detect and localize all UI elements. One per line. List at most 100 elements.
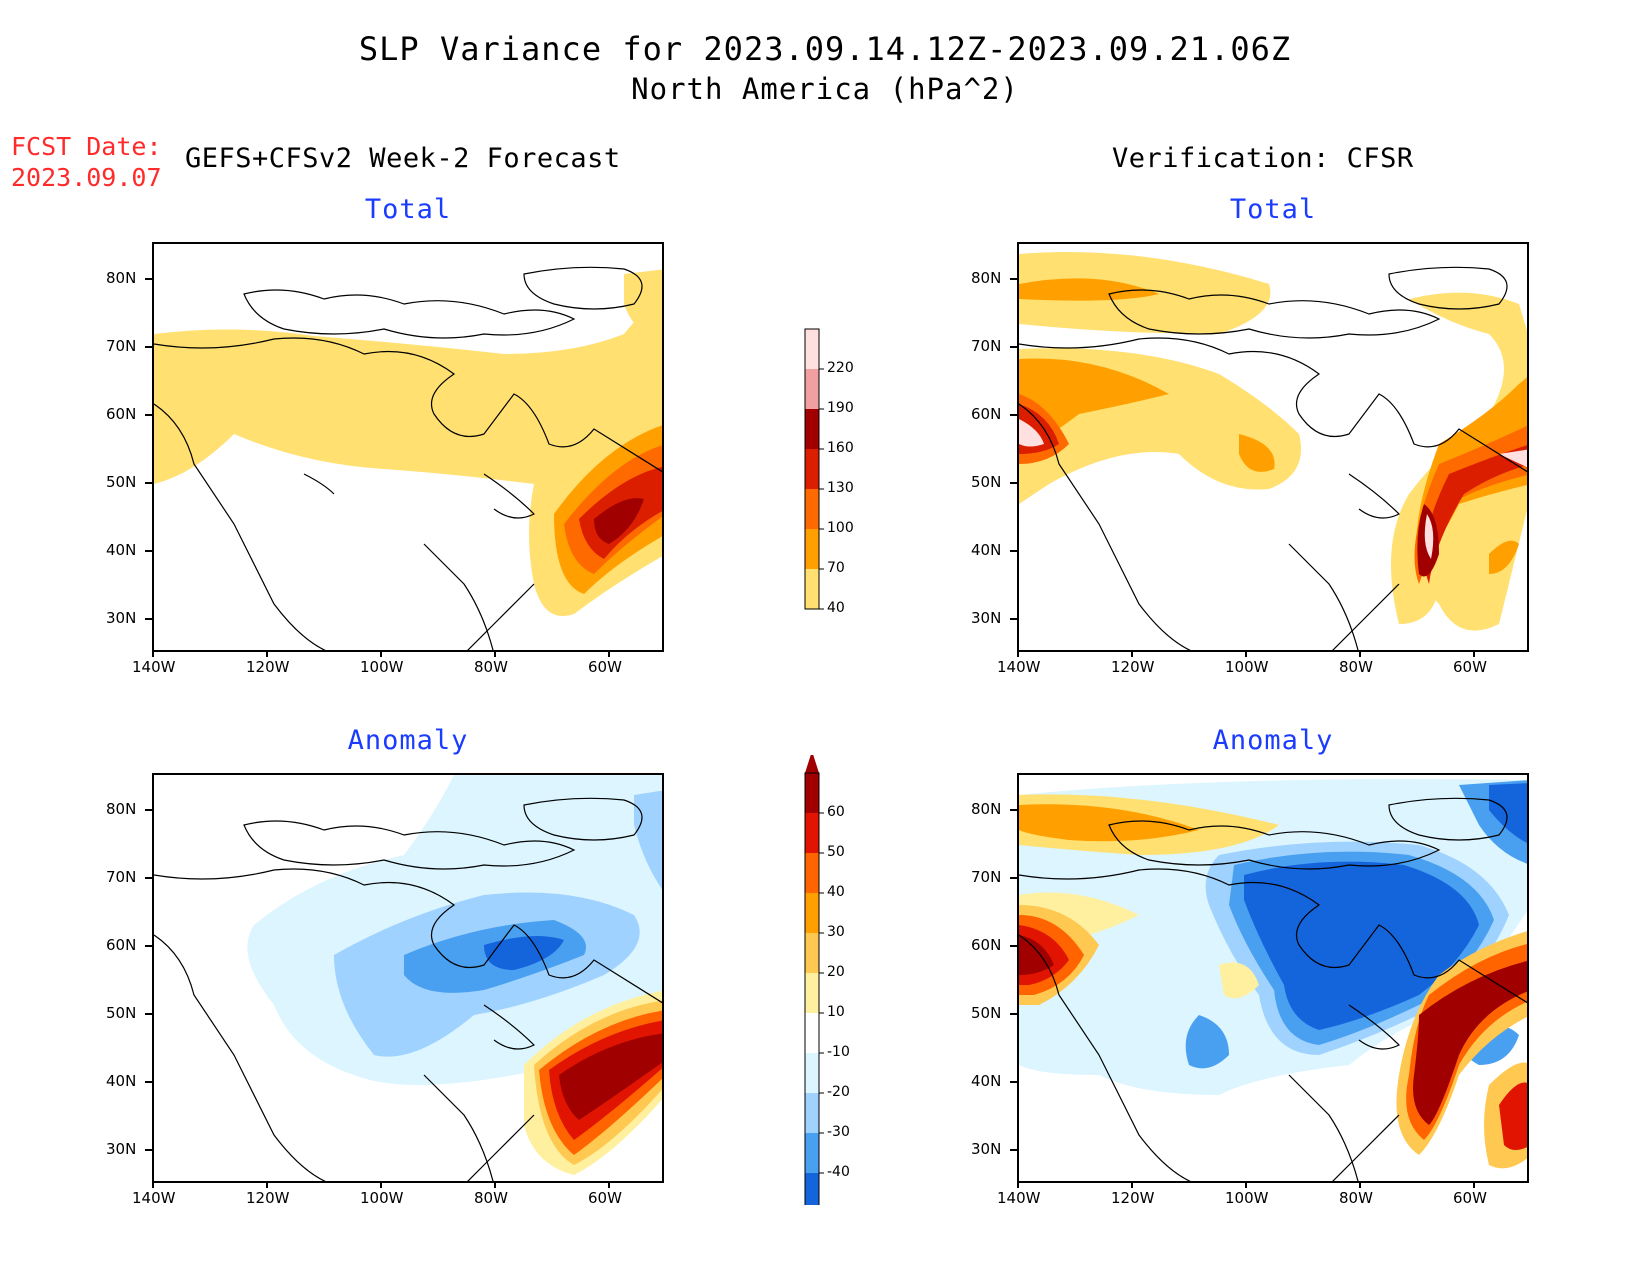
fcst-total-lon-label: 120W — [246, 658, 290, 676]
colorbar-top-arrow — [805, 751, 819, 773]
ver-anom-lon-label: 100W — [1225, 1189, 1269, 1207]
forecast-column-title: GEFS+CFSv2 Week-2 Forecast — [185, 143, 621, 174]
fcst-anom-lat-label: 70N — [106, 868, 137, 886]
ver-total-lat-tick — [1010, 550, 1017, 552]
colorbar-swatch — [805, 1133, 819, 1173]
ver-anom-lon-label: 120W — [1111, 1189, 1155, 1207]
fcst-total-lon-tick — [494, 650, 496, 657]
fcst-anom-lon-tick — [608, 1181, 610, 1188]
colorbar-level-label: -20 — [827, 1084, 850, 1100]
colorbar-swatch — [805, 933, 819, 973]
ver-total-lon-tick — [1131, 650, 1133, 657]
fcst-total-lon-label: 60W — [588, 658, 622, 676]
colorbar-swatch — [805, 489, 819, 529]
ver-anomaly-map — [1017, 773, 1529, 1183]
fcst-total-lat-tick — [145, 618, 152, 620]
colorbar-level-label: 130 — [827, 480, 854, 496]
colorbar-swatch — [805, 1173, 819, 1213]
ver-total-lat-tick — [1010, 346, 1017, 348]
fcst-anom-lon-tick — [380, 1181, 382, 1188]
ver-total-title: Total — [1229, 194, 1317, 225]
ver-anom-lat-label: 30N — [971, 1140, 1002, 1158]
colorbar-swatch — [805, 369, 819, 409]
fcst-date-label: FCST Date: — [11, 132, 162, 161]
fcst-anomaly-map — [152, 773, 664, 1183]
ver-total-lon-label: 140W — [997, 658, 1041, 676]
fcst-total-lat-tick — [145, 278, 152, 280]
ver-anom-lat-label: 40N — [971, 1072, 1002, 1090]
colorbar-swatch — [805, 449, 819, 489]
colorbar-swatch — [805, 1093, 819, 1133]
ver-total-lon-tick — [1359, 650, 1361, 657]
ver-anom-lon-label: 80W — [1339, 1189, 1373, 1207]
fcst-anom-lon-label: 140W — [132, 1189, 176, 1207]
colorbar-level-label: 100 — [827, 520, 854, 536]
ver-total-lat-label: 50N — [971, 473, 1002, 491]
fcst-anom-lon-label: 120W — [246, 1189, 290, 1207]
fcst-total-lon-tick — [380, 650, 382, 657]
fcst-anom-lat-tick — [145, 1149, 152, 1151]
ver-total-lon-label: 60W — [1453, 658, 1487, 676]
ver-total-lat-tick — [1010, 414, 1017, 416]
colorbar-level-label: 40 — [827, 884, 845, 900]
ver-anom-lon-tick — [1359, 1181, 1361, 1188]
anomaly-colorbar — [795, 751, 855, 1235]
colorbar-bottom-arrow — [805, 609, 819, 639]
ver-total-lat-label: 80N — [971, 269, 1002, 287]
colorbar-level-label: -30 — [827, 1124, 850, 1140]
fcst-total-lat-label: 50N — [106, 473, 137, 491]
fcst-anom-lon-label: 100W — [360, 1189, 404, 1207]
fcst-anom-lat-tick — [145, 1081, 152, 1083]
colorbar-swatch — [805, 813, 819, 853]
colorbar-swatch — [805, 1013, 819, 1053]
fcst-total-title: Total — [364, 194, 452, 225]
ver-anom-lat-tick — [1010, 1081, 1017, 1083]
ver-anom-lat-label: 70N — [971, 868, 1002, 886]
fcst-total-lat-label: 70N — [106, 337, 137, 355]
fcst-anom-lat-label: 40N — [106, 1072, 137, 1090]
ver-anom-lon-tick — [1131, 1181, 1133, 1188]
ver-total-lon-tick — [1245, 650, 1247, 657]
ver-anomaly-title: Anomaly — [1212, 725, 1334, 756]
fcst-total-lat-label: 30N — [106, 609, 137, 627]
colorbar-top-arrow — [805, 299, 819, 329]
colorbar-swatch — [805, 773, 819, 813]
colorbar-level-label: -40 — [827, 1164, 850, 1180]
colorbar-level-label: 190 — [827, 400, 854, 416]
colorbar-swatch — [805, 569, 819, 609]
fcst-total-lat-tick — [145, 550, 152, 552]
colorbar-swatch — [805, 529, 819, 569]
fcst-anom-lon-label: 80W — [474, 1189, 508, 1207]
ver-anom-lon-label: 140W — [997, 1189, 1041, 1207]
colorbar-level-label: 160 — [827, 440, 854, 456]
ver-total-lon-label: 80W — [1339, 658, 1373, 676]
fcst-anom-lat-tick — [145, 1013, 152, 1015]
colorbar-level-label: 30 — [827, 924, 845, 940]
fcst-anom-lat-label: 60N — [106, 936, 137, 954]
fcst-anom-lon-label: 60W — [588, 1189, 622, 1207]
ver-total-lat-tick — [1010, 482, 1017, 484]
colorbar-level-label: 50 — [827, 844, 845, 860]
colorbar-level-label: 40 — [827, 600, 845, 616]
ver-total-lat-label: 30N — [971, 609, 1002, 627]
fcst-total-map — [152, 242, 664, 652]
fcst-anom-lat-label: 30N — [106, 1140, 137, 1158]
fcst-total-lon-tick — [266, 650, 268, 657]
ver-anom-lon-tick — [1245, 1181, 1247, 1188]
fcst-total-lon-label: 140W — [132, 658, 176, 676]
colorbar-outline — [804, 328, 820, 610]
fcst-anom-lat-label: 80N — [106, 800, 137, 818]
fcst-total-lat-label: 80N — [106, 269, 137, 287]
fcst-anomaly-title: Anomaly — [347, 725, 469, 756]
ver-anom-lat-tick — [1010, 809, 1017, 811]
ver-total-map — [1017, 242, 1529, 652]
colorbar-swatch — [805, 853, 819, 893]
fcst-total-lat-label: 60N — [106, 405, 137, 423]
colorbar-swatch — [805, 329, 819, 369]
fcst-anom-lat-tick — [145, 877, 152, 879]
ver-anom-lat-tick — [1010, 945, 1017, 947]
colorbar-level-label: 60 — [827, 804, 845, 820]
verification-column-title: Verification: CFSR — [1112, 143, 1414, 174]
ver-total-lat-tick — [1010, 618, 1017, 620]
colorbar-level-label: 10 — [827, 1004, 845, 1020]
